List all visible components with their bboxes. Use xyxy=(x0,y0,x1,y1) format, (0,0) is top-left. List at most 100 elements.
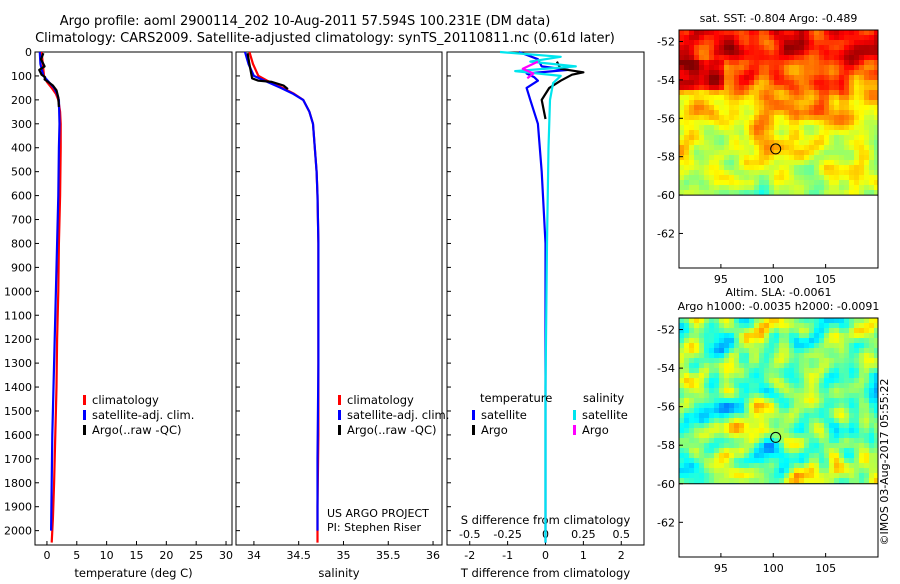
sst_map-cell xyxy=(709,70,714,75)
sst_map-cell xyxy=(774,190,779,195)
sla_map-cell xyxy=(839,438,844,443)
sla_map-cell xyxy=(864,473,869,478)
differences-legend-label: Argo xyxy=(582,423,609,437)
sst_map-cell xyxy=(709,100,714,105)
sla_map-cell xyxy=(769,353,774,358)
sst_map-cell xyxy=(679,70,684,75)
sst_map-cell xyxy=(704,60,709,65)
sla_map-cell xyxy=(764,413,769,418)
sst_map-cell xyxy=(734,150,739,155)
sla_map-cell xyxy=(709,468,714,473)
sla_map-cell xyxy=(854,453,859,458)
sla_map-cell xyxy=(739,393,744,398)
sla_map-cell xyxy=(719,383,724,388)
sst_map-cell xyxy=(699,105,704,110)
sst_map-cell xyxy=(794,155,799,160)
sst_map-cell xyxy=(729,190,734,195)
sla_map-cell xyxy=(809,458,814,463)
footer-stamp: ©IMOS 03-Aug-2017 05:55:22 xyxy=(878,379,891,546)
sst_map-cell xyxy=(699,110,704,115)
sla_map-cell xyxy=(684,423,689,428)
sst_map-cell xyxy=(859,90,864,95)
sst_map-cell xyxy=(814,80,819,85)
sst_map-cell xyxy=(684,175,689,180)
sst_map-cell xyxy=(789,85,794,90)
sla_map-cell xyxy=(689,413,694,418)
sla_map-cell xyxy=(739,353,744,358)
sla_map-cell xyxy=(834,403,839,408)
sst_map-cell xyxy=(869,180,874,185)
sst_map-cell xyxy=(759,155,764,160)
sst_map-cell xyxy=(789,125,794,130)
sla_map-cell xyxy=(704,448,709,453)
sla_map-cell xyxy=(704,323,709,328)
sst_map-cell xyxy=(754,100,759,105)
sla_map-ytick-label: -52 xyxy=(657,324,675,337)
sla_map-cell xyxy=(794,323,799,328)
sst_map-cell xyxy=(849,145,854,150)
sst_map-cell xyxy=(854,180,859,185)
sla_map-cell xyxy=(844,368,849,373)
sla_map-cell xyxy=(684,353,689,358)
sst_map-cell xyxy=(769,95,774,100)
sla_map-cell xyxy=(749,368,754,373)
sst_map-cell xyxy=(734,110,739,115)
sla_map-cell xyxy=(754,433,759,438)
sst_map-cell xyxy=(704,165,709,170)
sla_map-cell xyxy=(814,438,819,443)
sst_map-cell xyxy=(714,155,719,160)
sla_map-cell xyxy=(719,358,724,363)
sla_map-cell xyxy=(789,348,794,353)
sst_map-cell xyxy=(724,165,729,170)
sla_map-cell xyxy=(794,433,799,438)
sla_map-cell xyxy=(729,373,734,378)
sla_map-cell xyxy=(814,463,819,468)
sst_map-cell xyxy=(754,85,759,90)
sst_map-cell xyxy=(704,85,709,90)
sst_map-cell xyxy=(784,70,789,75)
ytick-label: 1000 xyxy=(4,285,32,298)
sla_map-cell xyxy=(724,448,729,453)
sla_map-ytick-label: -56 xyxy=(657,401,675,414)
sst_map-cell xyxy=(789,185,794,190)
sst_map-cell xyxy=(759,185,764,190)
sst_map-cell xyxy=(729,30,734,35)
sla_map-cell xyxy=(689,393,694,398)
sst_map-cell xyxy=(859,85,864,90)
sla_map-cell xyxy=(739,413,744,418)
sla_map-cell xyxy=(784,473,789,478)
sla_map-cell xyxy=(704,373,709,378)
sst_map-cell xyxy=(834,190,839,195)
sla_map-cell xyxy=(719,413,724,418)
sla_map-cell xyxy=(719,458,724,463)
ytick-label: 1800 xyxy=(4,477,32,490)
sst_map-cell xyxy=(809,45,814,50)
sla_map-cell xyxy=(789,458,794,463)
sla_map-cell xyxy=(859,373,864,378)
sla_map-cell xyxy=(839,418,844,423)
sst_map-cell xyxy=(869,130,874,135)
sla_map-cell xyxy=(834,433,839,438)
sst_map-cells xyxy=(679,30,878,195)
sla_map-cell xyxy=(794,333,799,338)
sla_map-cell xyxy=(844,383,849,388)
sla_map-cell xyxy=(824,343,829,348)
sst_map-cell xyxy=(699,45,704,50)
sla_map-cell xyxy=(699,378,704,383)
sla_map-cell xyxy=(789,328,794,333)
sst_map-cell xyxy=(804,75,809,80)
sla_map-cell xyxy=(824,353,829,358)
pi-label-text: PI: Stephen Riser xyxy=(327,521,422,534)
sst_map-cell xyxy=(784,140,789,145)
sst_map-cell xyxy=(864,35,869,40)
sla_map-cell xyxy=(754,323,759,328)
sst_map-cell xyxy=(809,185,814,190)
sla_map-cell xyxy=(854,333,859,338)
sla_map-cell xyxy=(729,443,734,448)
sla_map-cell xyxy=(809,398,814,403)
sla_map-cell xyxy=(709,428,714,433)
sla_map-cell xyxy=(724,358,729,363)
sla_map-cell xyxy=(759,448,764,453)
sla_map-cell xyxy=(804,378,809,383)
sst_map-cell xyxy=(859,160,864,165)
